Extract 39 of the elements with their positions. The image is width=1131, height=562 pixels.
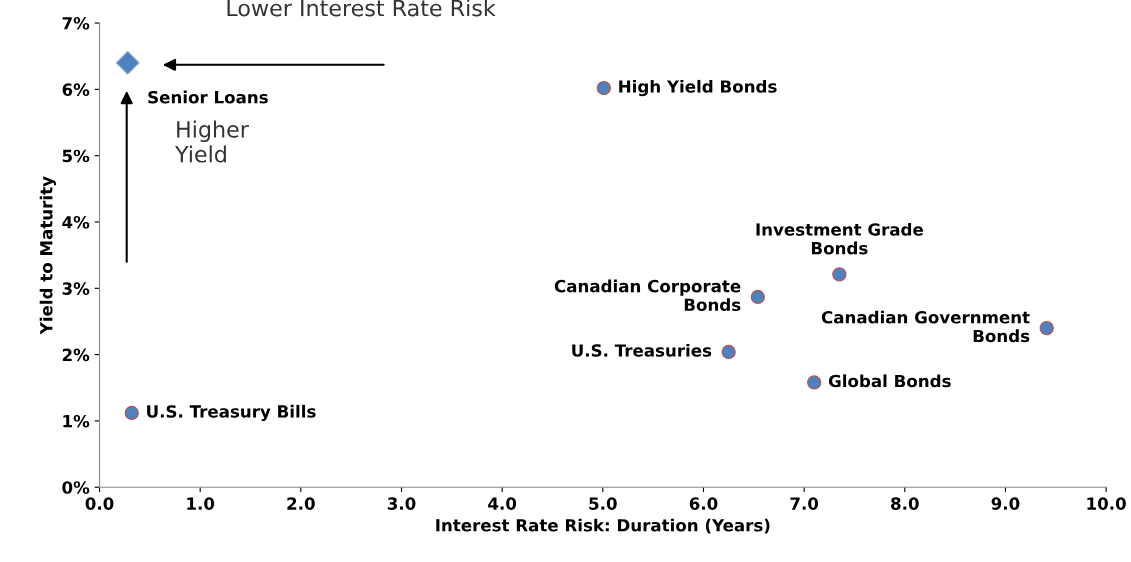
text: Lower Interest Rate Risk: [227, 0, 496, 17]
point: [750, 289, 765, 305]
x-tick-label: 7.0: [790, 497, 819, 510]
x-tick-label: 4.0: [488, 497, 517, 510]
x-tick-label: 0.0: [85, 497, 114, 510]
series-label: High Yield Bonds: [619, 79, 777, 97]
y-axis-title: Yield to Maturity: [39, 176, 56, 335]
x-tick-label: 8.0: [891, 497, 919, 510]
y-tick-label: 1%: [63, 414, 90, 428]
annotation: Higher Yield: [174, 120, 249, 163]
series-label: Investment Grade Bonds: [756, 222, 923, 255]
series-label: Global Bonds: [828, 374, 951, 388]
y-tick-label: 0%: [62, 481, 90, 494]
y-tick-label: 2%: [62, 348, 90, 362]
x-tick-label: 6.0: [689, 497, 718, 510]
x-tick-label: 3.0: [387, 497, 416, 510]
y-tick-label: 5%: [62, 149, 90, 163]
x-tick-label: 10.0: [1087, 497, 1126, 510]
y-tick-label: 3%: [62, 282, 90, 295]
point: [721, 344, 736, 360]
series-label: Senior Loans: [148, 90, 268, 104]
y-tick-label: 4%: [62, 215, 90, 229]
x-tick-label: 1.0: [187, 497, 215, 510]
series-label: Canadian Corporate Bonds: [554, 279, 741, 312]
point: [115, 50, 140, 76]
y-tick-label: 6%: [62, 83, 90, 96]
point: [124, 405, 139, 421]
series-label: U.S. Treasuries: [572, 343, 712, 357]
x-tick-label: 5.0: [589, 497, 617, 510]
series-label: Canadian Government Bonds: [821, 310, 1030, 343]
x-tick-label: 2.0: [287, 497, 315, 510]
x-tick-label: 9.0: [991, 497, 1020, 510]
x-axis-title: Interest Rate Risk: Duration (Years): [436, 518, 770, 534]
y-tick-label: 7%: [62, 17, 90, 30]
series-label: U.S. Treasury Bills: [147, 404, 316, 422]
point: [807, 375, 822, 390]
point: [1039, 320, 1054, 336]
point: [596, 80, 611, 96]
point: [832, 267, 847, 282]
